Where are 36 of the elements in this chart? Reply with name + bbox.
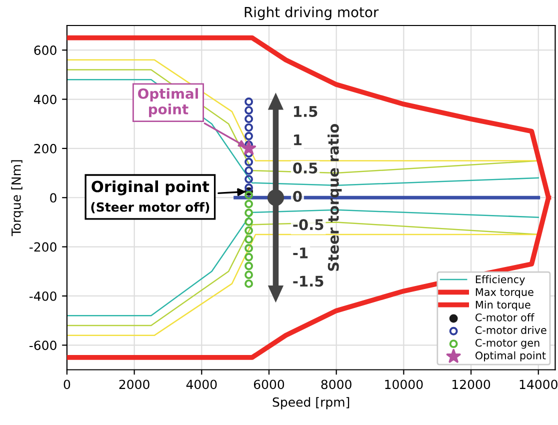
annotation: 0.5 (293, 162, 318, 174)
annotation: Original point (92, 180, 210, 196)
y-tick-label: 400 (34, 94, 56, 104)
y-tick-label: -600 (29, 340, 56, 350)
annotation: (Steer motor off) (91, 202, 210, 214)
x-tick-label: 10000 (385, 380, 423, 390)
annotation: Steer torque ratio (328, 124, 342, 271)
annotation: Optimal point (138, 88, 198, 118)
x-tick-label: 8000 (321, 380, 352, 390)
annotation: 0 (293, 190, 302, 202)
annotation: 1 (294, 134, 302, 146)
x-tick-label: 0 (64, 380, 70, 390)
y-tick-label: 200 (34, 144, 56, 154)
y-tick-label: 600 (34, 46, 56, 56)
annotation: 1.5 (294, 106, 318, 118)
x-tick-label: 2000 (119, 380, 150, 390)
y-axis-title: Torque [Nm] (11, 160, 24, 236)
chart-title: Right driving motor (244, 6, 379, 20)
annotation: -1 (293, 248, 308, 258)
annotation: -1.5 (293, 276, 324, 287)
legend-label: Optimal point (475, 351, 546, 362)
x-axis-title: Speed [rpm] (272, 397, 350, 410)
legend-label: Max torque (476, 288, 534, 298)
x-tick-label: 14000 (520, 380, 558, 390)
y-tick-label: 0 (50, 193, 56, 203)
legend-label: C-motor gen (475, 338, 540, 349)
legend-label: Min torque (476, 300, 530, 311)
legend-label: C-motor off (475, 313, 534, 322)
x-tick-label: 6000 (254, 380, 284, 390)
legend-label: C-motor drive (475, 326, 546, 334)
y-tick-label: -400 (29, 291, 56, 301)
annotation: -0.5 (293, 219, 324, 230)
y-tick-label: -200 (29, 242, 56, 252)
legend-label: Efficiency (476, 275, 525, 286)
x-tick-label: 4000 (186, 380, 217, 390)
x-tick-label: 12000 (452, 380, 490, 390)
